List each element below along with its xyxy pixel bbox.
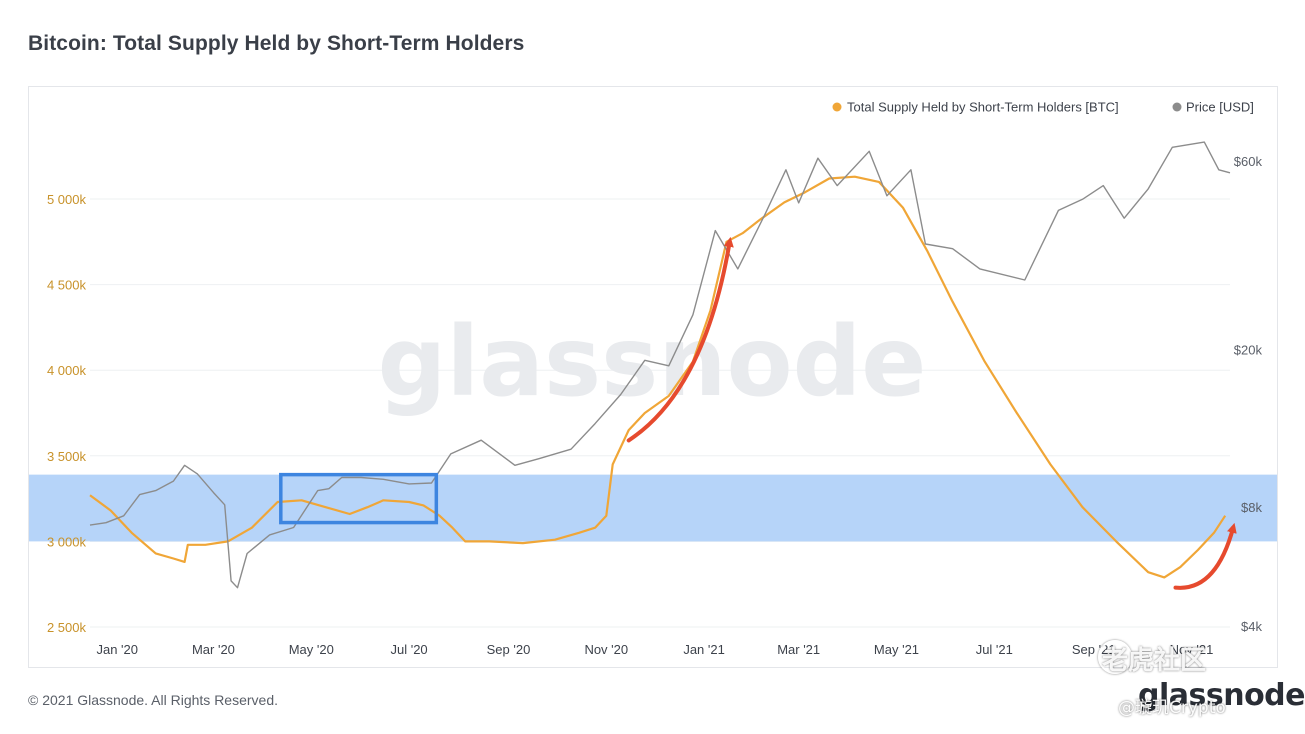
community-watermark: 老虎社区 — [1102, 646, 1207, 676]
x-axis-tick-label: Nov '20 — [584, 642, 628, 657]
left-axis-tick-label: 4 000k — [47, 363, 87, 378]
chart-title: Bitcoin: Total Supply Held by Short-Term… — [28, 32, 525, 55]
annotation-layer — [279, 236, 1237, 590]
glassnode-logo: glassnode — [1138, 678, 1305, 713]
handle-watermark: @璇玑Crypto — [1118, 698, 1226, 718]
left-axis-tick-label: 3 500k — [47, 449, 87, 464]
sth-supply-line — [89, 175, 1227, 579]
right-axis-tick-label: $20k — [1234, 343, 1263, 358]
legend-label-price[interactable]: Price [USD] — [1186, 100, 1254, 115]
legend: Total Supply Held by Short-Term Holders … — [832, 100, 1254, 115]
axis-layer: 2 500k 3 000k 3 500k 4 000k 4 500k 5 000k $4k $… — [47, 154, 1263, 657]
annotation-arrow — [1173, 522, 1237, 590]
legend-marker-price — [1172, 102, 1182, 112]
x-axis-tick-label: May '21 — [874, 642, 919, 657]
chart-frame — [28, 86, 1278, 668]
left-axis-tick-label: 5 000k — [47, 192, 87, 207]
x-axis-tick-label: Nov '21 — [1170, 642, 1214, 657]
price-line — [89, 141, 1231, 589]
x-axis-tick-label: Jul '21 — [976, 642, 1013, 657]
right-axis-tick-label: $8k — [1241, 500, 1262, 515]
highlight-band — [29, 474, 1277, 542]
annotation-arrow — [626, 236, 734, 443]
x-axis-tick-label: May '20 — [289, 642, 334, 657]
x-axis-tick-label: Jan '21 — [683, 642, 725, 657]
grid-layer — [90, 198, 1230, 628]
left-axis-tick-label: 3 000k — [47, 534, 87, 549]
x-axis-tick-label: Sep '20 — [487, 642, 531, 657]
copyright-footer: © 2021 Glassnode. All Rights Reserved. — [28, 692, 279, 708]
left-axis-tick-label: 2 500k — [47, 620, 87, 635]
community-logo-icon — [1098, 640, 1132, 674]
left-axis-tick-label: 4 500k — [47, 278, 87, 293]
right-axis-tick-label: $60k — [1234, 154, 1263, 169]
highlight-box — [279, 472, 439, 525]
band-layer — [29, 474, 1277, 542]
legend-label-sth[interactable]: Total Supply Held by Short-Term Holders … — [847, 100, 1119, 115]
x-axis-tick-label: Jan '20 — [96, 642, 138, 657]
x-axis-tick-label: Jul '20 — [390, 642, 427, 657]
right-axis-tick-label: $4k — [1241, 619, 1262, 634]
x-axis-tick-label: Mar '20 — [192, 642, 235, 657]
legend-marker-sth — [832, 102, 842, 112]
x-axis-tick-label: Mar '21 — [777, 642, 820, 657]
line-layer — [89, 141, 1231, 589]
